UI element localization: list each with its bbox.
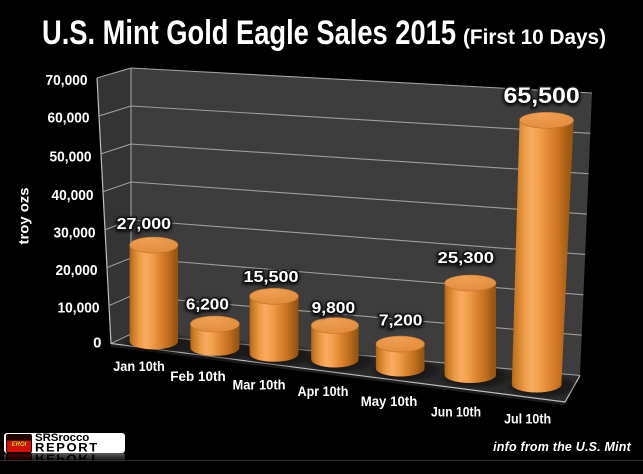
category-label-6: Jul 10th [504,411,551,427]
cylinder-body [190,323,240,356]
value-label-2: 15,500 [244,269,299,286]
logo-reflection-words: SRSrocco REPORT [35,452,99,474]
value-label-1: 6,200 [186,297,229,314]
cylinder-top [375,335,425,353]
cylinder-mar-10th [241,287,319,368]
value-label-4: 7,200 [379,312,423,329]
y-axis-title: troy ozs [17,188,32,245]
chart-title: U.S. Mint Gold Eagle Sales 2015 [42,14,456,52]
logo-box: EROI SRSrocco REPORT [4,432,125,454]
y-tick-label-10000: 10,000 [58,300,100,317]
cylinder-body [511,120,574,393]
source-footnote: info from the U.S. Mint [493,440,631,454]
y-tick-label-60000: 60,000 [48,109,90,126]
logo-eroi-cube-icon: EROI [6,433,32,453]
chart-canvas: U.S. Mint Gold Eagle Sales 2015 (First 10… [0,14,643,473]
y-tick-label-30000: 30,000 [54,225,96,242]
y-tick-label-70000: 70,000 [46,72,88,89]
logo-reflection-brand: SRSrocco [35,462,90,474]
cylinder-feb-10th [182,315,260,362]
category-label-2: Mar 10th [232,377,285,393]
cylinder-jul-10th [503,111,582,399]
srsrocco-report-logo: EROI SRSrocco REPORT [4,432,125,454]
cylinder-top [310,317,359,334]
logo-reflection-cube: EROI [6,453,32,473]
cylinder-top [190,315,240,333]
logo-reflection: EROI SRSrocco REPORT [4,452,125,474]
category-label-1: Feb 10th [170,368,225,384]
value-label-3: 9,800 [312,300,356,317]
gold-eagle-sales-3d-bar-chart: U.S. Mint Gold Eagle Sales 2015 (First 10… [17,14,606,427]
logo-reflection-box: EROI SRSrocco REPORT [4,452,125,474]
cylinder-body [249,296,299,362]
cylinder-body [375,344,425,377]
cylinder-may-10th [367,335,445,383]
category-label-3: Apr 10th [298,383,349,399]
logo-cube-top-face [7,434,31,441]
category-label-0: Jan 10th [113,358,165,374]
value-label-6: 65,500 [504,83,580,108]
logo-report-text: REPORT [35,440,99,454]
category-label-4: May 10th [361,393,418,409]
cylinder-jan-10th [121,236,198,356]
logo-brand-text: SRSrocco [35,432,90,444]
logo-reflection-cube-top [7,465,31,472]
side-wall [97,68,131,344]
cylinder-body [444,283,496,383]
cylinder-top [444,274,497,292]
cylinder-top [249,287,299,305]
cylinder-series [121,111,582,399]
y-tick-label-40000: 40,000 [52,187,94,204]
logo-reflection-cube-label: EROI [11,458,27,465]
y-tick-label-20000: 20,000 [56,262,98,279]
cylinder-jun-10th [436,274,516,389]
y-tick-label-50000: 50,000 [50,148,92,165]
y-tick-label-0: 0 [93,334,101,351]
chart-subtitle: (First 10 Days) [463,25,606,49]
cylinder-body [129,245,178,350]
category-label-5: Jun 10th [431,404,481,420]
cylinder-top [519,111,574,129]
logo-words: SRSrocco REPORT [35,432,99,454]
cylinder-apr-10th [303,317,379,374]
cylinder-body [311,325,359,368]
value-label-0: 27,000 [117,216,172,233]
cylinder-top [129,236,179,254]
logo-cube-label: EROI [11,441,27,448]
value-label-5: 25,300 [438,250,495,267]
logo-reflection-report: REPORT [35,452,99,466]
